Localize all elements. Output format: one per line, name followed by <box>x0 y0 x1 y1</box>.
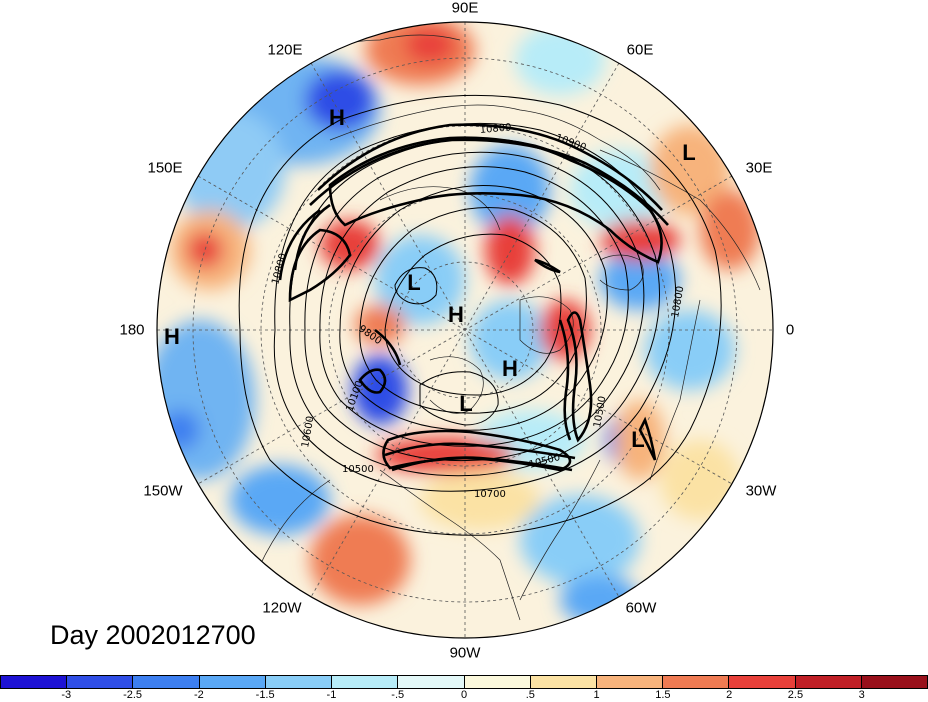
contour-label: 10500 <box>342 464 374 475</box>
lon-label-30e: 30E <box>745 159 773 177</box>
colorbar-swatch <box>530 676 597 688</box>
colorbar-swatch <box>663 676 730 688</box>
colorbar-swatch <box>265 676 333 688</box>
lon-label-90w: 90W <box>449 644 481 662</box>
high-pressure-marker: H <box>448 302 464 327</box>
height-contours <box>238 94 722 536</box>
low-pressure-marker: L <box>459 391 473 416</box>
colorbar <box>0 675 928 689</box>
colorbar-tick-label: 1 <box>593 689 600 701</box>
lon-label-0: 0 <box>785 321 795 339</box>
lon-label-120e: 120E <box>267 41 303 59</box>
contour-label: 10800 <box>479 122 512 136</box>
colorbar-swatch <box>795 676 862 688</box>
high-pressure-marker: H <box>164 324 180 349</box>
high-pressure-marker: H <box>329 105 345 130</box>
lon-label-30w: 30W <box>745 482 777 500</box>
colorbar-tick-label: -1.5 <box>255 689 275 701</box>
lon-label-180: 180 <box>119 321 145 339</box>
colorbar-swatch <box>1 676 68 688</box>
colorbar-tick-label: -1 <box>326 689 337 701</box>
lon-label-60w: 60W <box>625 599 657 617</box>
colorbar-swatch <box>596 676 664 688</box>
colorbar-swatch <box>199 676 266 688</box>
colorbar-tick-label: .5 <box>525 689 535 701</box>
jet-contours <box>278 123 669 472</box>
contour-label: 10800 <box>670 285 686 318</box>
lon-label-150w: 150W <box>143 482 183 500</box>
low-pressure-marker: L <box>631 427 645 452</box>
low-pressure-marker: L <box>407 270 421 295</box>
lon-label-90e: 90E <box>451 0 479 17</box>
lon-label-120w: 120W <box>262 599 302 617</box>
colorbar-tick-label: -3 <box>61 689 72 701</box>
high-pressure-marker: H <box>502 356 518 381</box>
contour-label: 10700 <box>474 489 506 500</box>
low-pressure-marker: L <box>682 140 696 165</box>
colorbar-tick-label: 2.5 <box>787 689 804 701</box>
colorbar-tick-label: 0 <box>460 689 468 701</box>
day-label: Day 2002012700 <box>50 620 256 650</box>
map-boundary <box>156 21 774 639</box>
lon-label-60e: 60E <box>626 41 654 59</box>
colorbar-swatch <box>464 676 531 688</box>
colorbar-tick-label: 3 <box>858 689 865 701</box>
colorbar-tick-label: 1.5 <box>655 689 671 701</box>
contour-label: 10600 <box>300 415 316 448</box>
colorbar-swatch <box>729 676 796 688</box>
colorbar-swatch <box>398 676 465 688</box>
colorbar-tick-label: -.5 <box>391 689 405 701</box>
colorbar-swatch <box>332 676 399 688</box>
lon-label-150e: 150E <box>147 159 183 177</box>
colorbar-swatch <box>861 676 928 688</box>
colorbar-swatch <box>67 676 134 688</box>
colorbar-swatch <box>133 676 200 688</box>
colorbar-tick-label: -2.5 <box>123 689 143 701</box>
contour-label: 10500 <box>592 395 608 428</box>
colorbar-tick-label: 2 <box>726 689 733 701</box>
colorbar-tick-label: -2 <box>193 689 204 701</box>
